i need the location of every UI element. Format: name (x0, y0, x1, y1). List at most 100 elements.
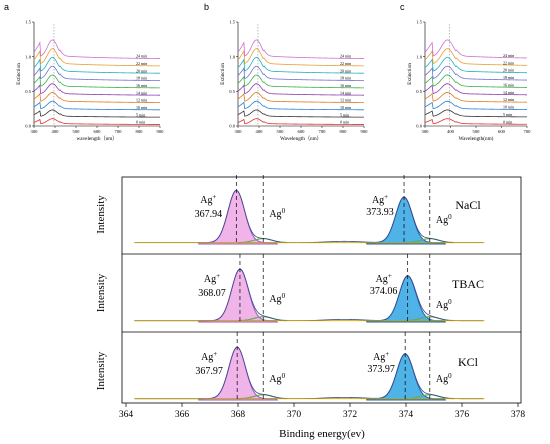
x-tick-label: 400 (447, 129, 455, 134)
xps-frame (121, 176, 522, 404)
uv-series-line (424, 109, 528, 118)
y-tick-label: 0.0 (416, 124, 422, 129)
series-time-label: 5 min (136, 112, 145, 117)
uv-series-line (237, 118, 365, 125)
series-time-label: 20 min (340, 68, 351, 73)
ag-plus-label: Ag+ (372, 193, 388, 206)
sample-name: NaCl (455, 198, 481, 212)
uv-series-line (424, 118, 527, 125)
ag-plus-label: Ag+ (200, 193, 216, 206)
y-tick-label: 0.0 (229, 124, 235, 129)
series-time-label: 22 min (503, 60, 514, 65)
panel-letter: b (204, 2, 209, 12)
series-time-label: 20 min (503, 68, 514, 73)
y-axis-label: Extinction (220, 63, 226, 85)
uv-series-line (424, 39, 528, 59)
x-axis-label: Wavelength(nm) (459, 135, 494, 142)
series-time-label: 12 min (503, 97, 514, 102)
uv-series-line (237, 48, 365, 67)
x-axis-label: wavelength（nm） (77, 135, 118, 142)
ag-plus-label: Ag+ (376, 272, 392, 285)
uv-series-line (424, 65, 528, 81)
uv-series-line (33, 74, 161, 89)
ag-zero-label: Ag0 (436, 372, 452, 385)
uv-panel-c: c 0.0 0.5 1.0 1.5 300 400 500 600 700 Wavelength(n… (400, 2, 531, 142)
ag-zero-label: Ag0 (269, 292, 285, 305)
x-tick-label: 378 (511, 410, 526, 420)
series-time-label: 22 min (340, 61, 351, 66)
series-time-label: 18 min (503, 75, 514, 80)
x-tick-label: 500 (277, 129, 285, 134)
uv-series-line (33, 39, 161, 59)
uv-series-line (424, 74, 528, 88)
series-time-label: 14 min (503, 90, 514, 95)
x-tick-label: 700 (524, 129, 532, 134)
uv-series-line (33, 118, 161, 125)
envelope-line (134, 346, 483, 400)
series-time-label: 0 min (503, 119, 512, 124)
y-tick-label: 0.5 (25, 89, 31, 94)
series-time-label: 0 min (136, 120, 145, 125)
ag-zero-label: Ag0 (436, 213, 452, 226)
uv-panel-b: b 0.0 0.5 1.0 1.5 300 400 500 600 700 800 900 Wavele… (204, 2, 368, 142)
y-axis-label: Intensity (95, 273, 107, 312)
series-time-label: 5 min (503, 112, 512, 117)
x-tick-label: 900 (157, 129, 165, 134)
y-tick-label: 1.0 (25, 54, 31, 59)
uv-series-line (424, 100, 527, 110)
uv-series-line (237, 65, 365, 81)
peak2-value: 373.97 (367, 364, 395, 375)
x-tick-label: 370 (287, 410, 302, 420)
ag-plus-label: Ag+ (204, 272, 220, 285)
uv-series-line (237, 109, 365, 118)
uv-series-line (237, 74, 365, 89)
x-tick-label: 300 (31, 129, 39, 134)
series-time-label: 16 min (503, 82, 514, 87)
series-time-label: 10 min (503, 105, 514, 110)
uv-series-line (237, 83, 365, 96)
peak2-value: 374.06 (370, 286, 398, 297)
series-time-label: 18 min (340, 76, 351, 81)
panel-letter: c (400, 2, 405, 12)
series-time-label: 14 min (136, 90, 147, 95)
uv-series-line (237, 92, 365, 103)
xps-panels: 364 366 368 370 372 374 376 378 Binding energy(e… (95, 175, 525, 440)
x-tick-label: 700 (115, 129, 123, 134)
series-time-label: 10 min (340, 105, 351, 110)
x-tick-label: 800 (136, 129, 144, 134)
ag-plus-label: Ag+ (201, 350, 217, 363)
uv-series-line (33, 65, 161, 81)
x-tick-label: 600 (94, 129, 102, 134)
x-axis-label: Wavelength（nm） (280, 135, 322, 142)
uv-series-line (33, 109, 161, 118)
uv-series-line (424, 92, 528, 103)
x-tick-label: 500 (73, 129, 81, 134)
uv-series-line (237, 100, 365, 111)
x-tick-label: 366 (175, 410, 190, 420)
x-tick-label: 372 (343, 410, 358, 420)
y-tick-label: 1.0 (416, 54, 422, 59)
series-time-label: 24 min (503, 53, 514, 58)
series-time-label: 12 min (136, 98, 147, 103)
ag-plus-label: Ag+ (373, 350, 389, 363)
ag-zero-label: Ag0 (269, 372, 285, 385)
peak1-value: 367.94 (195, 209, 223, 220)
x-tick-label: 900 (361, 129, 369, 134)
series-time-label: 16 min (340, 83, 351, 88)
y-axis-label: Extinction (16, 63, 22, 85)
panel-letter: a (4, 2, 9, 12)
x-tick-label: 400 (256, 129, 264, 134)
ag-zero-label: Ag0 (436, 298, 452, 311)
ag-zero-label: Ag0 (269, 207, 285, 220)
peak1-value: 368.07 (198, 288, 226, 299)
series-time-label: 24 min (340, 54, 351, 59)
x-tick-label: 374 (399, 410, 414, 420)
x-tick-label: 700 (319, 129, 327, 134)
series-time-label: 0 min (340, 120, 349, 125)
envelope-line (134, 268, 483, 322)
uv-series-line (33, 100, 161, 111)
y-tick-label: 0.5 (229, 89, 235, 94)
